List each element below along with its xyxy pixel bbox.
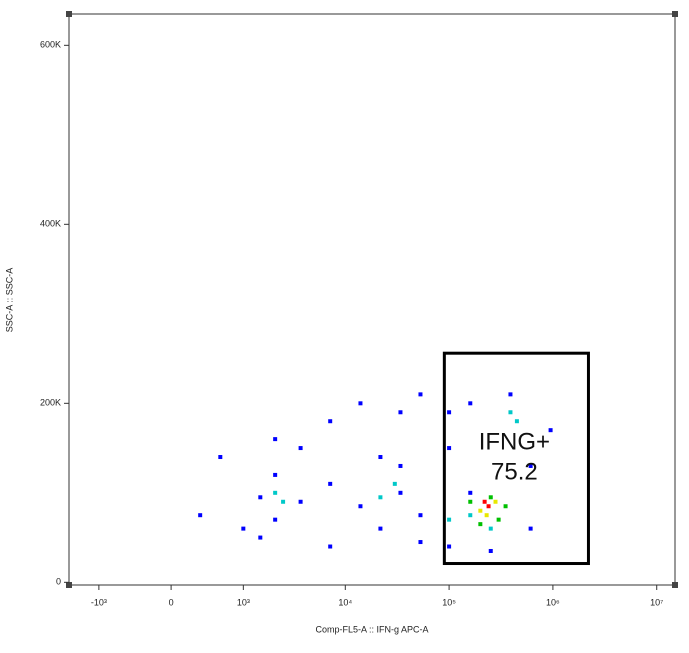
event-dot [328,481,333,486]
event-dot [488,495,493,500]
event-dot [488,548,493,553]
event-dot [468,499,473,504]
x-tick-label: 10⁵ [442,597,456,607]
event-dot [503,504,508,509]
event-dot [273,437,278,442]
event-dot [398,490,403,495]
event-dot [378,455,383,460]
x-tick-label: 10³ [237,597,250,607]
event-dot [273,517,278,522]
event-dot [358,504,363,509]
event-dot [508,410,513,415]
gate [442,351,590,566]
corner-handle [672,582,678,588]
x-tick-label: -10³ [91,597,107,607]
event-dot [378,526,383,531]
event-dot [398,410,403,415]
y-tick-label: 200K [40,398,61,408]
x-tick-label: 10⁷ [650,597,663,607]
event-dot [486,504,491,509]
event-dot [358,401,363,406]
x-axis-label: Comp-FL5-A :: IFN-g APC-A [315,624,428,634]
event-dot [484,513,489,518]
x-tick-label: 10⁶ [546,597,560,607]
event-dot [298,499,303,504]
event-dot [328,544,333,549]
x-tick-label: 10⁴ [338,597,352,607]
corner-handle [66,582,72,588]
event-dot [198,513,203,518]
event-dot [508,392,513,397]
event-dot [258,535,263,540]
event-dot [478,508,483,513]
event-dot [447,517,452,522]
gate-percent: 75.2 [491,459,538,486]
event-dot [478,522,483,527]
event-dot [548,428,553,433]
event-dot [447,446,452,451]
y-tick-label: 0 [56,577,61,587]
corner-handle [66,11,72,17]
event-dot [528,526,533,531]
event-dot [273,472,278,477]
event-dot [496,517,501,522]
corner-handle [672,11,678,17]
event-dot [258,495,263,500]
event-dot [418,513,423,518]
event-dot [328,419,333,424]
event-dot [468,513,473,518]
event-dot [281,499,286,504]
event-dot [418,540,423,545]
gate-name: IFNG+ [479,429,550,456]
event-dot [418,392,423,397]
event-dot [218,455,223,460]
event-dot [273,490,278,495]
event-dot [378,495,383,500]
event-dot [528,463,533,468]
event-dot [493,499,498,504]
event-dot [468,401,473,406]
y-axis-label: SSC-A :: SSC-A [4,268,14,333]
event-dot [482,499,487,504]
x-tick-label: 0 [169,597,174,607]
event-dot [398,463,403,468]
event-dot [298,446,303,451]
event-dot [447,544,452,549]
y-tick-label: 400K [40,219,61,229]
event-dot [447,410,452,415]
event-dot [392,481,397,486]
event-dot [488,526,493,531]
event-dot [468,490,473,495]
event-dot [241,526,246,531]
plot-frame [68,13,676,586]
y-tick-label: 600K [40,40,61,50]
event-dot [514,419,519,424]
